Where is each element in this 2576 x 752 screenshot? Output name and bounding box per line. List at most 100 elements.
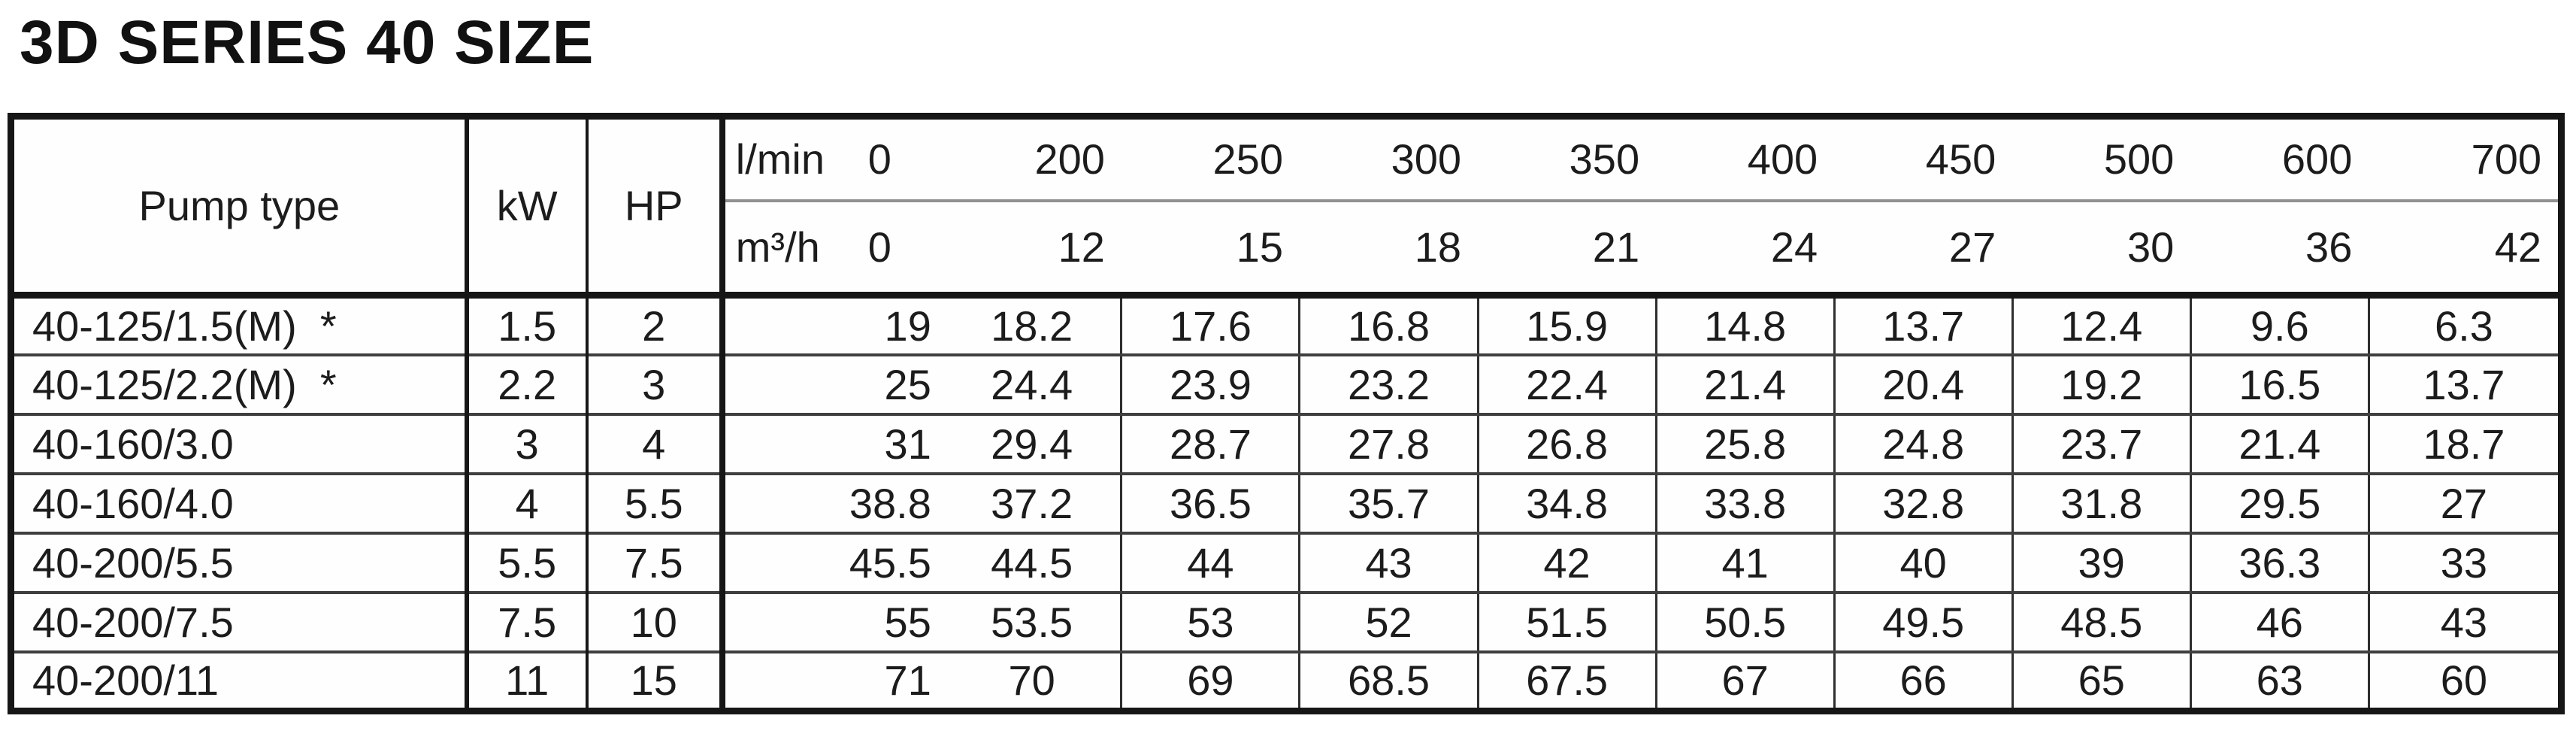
head-value-cell: 51.5: [1476, 590, 1657, 652]
table-row: 40-160/3.0 3 4 31 29.4 28.7 27.8 26.8 25.8 24.8 23…: [11, 412, 2562, 474]
head-value-cell: 33.8: [1654, 472, 1835, 533]
hp-cell: 5.5: [585, 472, 722, 533]
head-value-cell: 44: [1120, 531, 1300, 593]
flow-header-m3h-18: 18: [1299, 200, 1479, 299]
page-title: 3D SERIES 40 SIZE: [20, 8, 595, 77]
flow-header-m3h-0: m³/h 0: [719, 200, 943, 299]
head-value-cell: 21.4: [2189, 412, 2369, 474]
head-value-cell: 66: [1833, 650, 2013, 711]
kw-cell: 3: [464, 412, 587, 474]
kw-cell: 4: [464, 472, 587, 533]
head-value-cell: 18.7: [2367, 412, 2562, 474]
flow-header-m3h-24: 24: [1656, 200, 1835, 299]
head-value-cell: 25: [719, 353, 943, 414]
head-value-cell: 36.3: [2189, 531, 2369, 593]
flow-header-m3h-27: 27: [1834, 200, 2013, 299]
pump-spec-table: Pump type kW HP l/min 0 200 250 300 350 400 450…: [8, 113, 2565, 714]
hp-cell: 2: [585, 295, 722, 355]
head-value-cell: 21.4: [1654, 353, 1835, 414]
head-value-cell: 67.5: [1476, 650, 1657, 711]
head-value-cell: 53: [1120, 590, 1300, 652]
head-value-cell: 20.4: [1833, 353, 2013, 414]
head-value-cell: 17.6: [1120, 295, 1300, 355]
head-value-cell: 49.5: [1833, 590, 2013, 652]
pump-type-cell: 40-160/4.0: [11, 472, 467, 533]
head-value-cell: 69: [1120, 650, 1300, 711]
head-value-cell: 60: [2367, 650, 2562, 711]
flow-header-m3h-12: 12: [943, 200, 1122, 299]
head-value-cell: 37.2: [943, 472, 1122, 533]
flow-unit-m3h-label: m³/h: [735, 223, 820, 271]
flow-header-m3h-15: 15: [1121, 200, 1300, 299]
flow-header-value: 0: [867, 223, 891, 271]
head-value-cell: 9.6: [2189, 295, 2369, 355]
flow-header-lmin-0: l/min 0: [719, 116, 943, 202]
head-value-cell: 29.5: [2189, 472, 2369, 533]
head-value-cell: 44.5: [943, 531, 1122, 593]
head-value-cell: 22.4: [1476, 353, 1657, 414]
head-value-cell: 68.5: [1298, 650, 1479, 711]
head-value-cell: 53.5: [943, 590, 1122, 652]
table-row: 40-125/2.2(M) * 2.2 3 25 24.4 23.9 23.2 22.4 21.…: [11, 353, 2562, 414]
table-row: 40-125/1.5(M) * 1.5 2 19 18.2 17.6 16.8 15.9 14.…: [11, 295, 2562, 355]
column-header-pump-type: Pump type: [11, 116, 467, 299]
head-value-cell: 28.7: [1120, 412, 1300, 474]
flow-header-lmin-400: 400: [1656, 116, 1835, 202]
head-value-cell: 35.7: [1298, 472, 1479, 533]
head-value-cell: 24.4: [943, 353, 1122, 414]
head-value-cell: 27: [2367, 472, 2562, 533]
head-value-cell: 16.8: [1298, 295, 1479, 355]
flow-header-m3h-30: 30: [2012, 200, 2191, 299]
flow-unit-lmin-label: l/min: [735, 135, 825, 183]
table-header: Pump type kW HP l/min 0 200 250 300 350 400 450…: [11, 116, 2562, 299]
head-value-cell: 31: [719, 412, 943, 474]
head-value-cell: 55: [719, 590, 943, 652]
flow-header-lmin-300: 300: [1299, 116, 1479, 202]
flow-header-m3h-36: 36: [2190, 200, 2369, 299]
head-value-cell: 52: [1298, 590, 1479, 652]
table-body: 40-125/1.5(M) * 1.5 2 19 18.2 17.6 16.8 15.9 14.…: [11, 295, 2562, 711]
flow-header-lmin-500: 500: [2012, 116, 2191, 202]
head-value-cell: 43: [1298, 531, 1479, 593]
head-value-cell: 12.4: [2011, 295, 2191, 355]
hp-cell: 3: [585, 353, 722, 414]
head-value-cell: 15.9: [1476, 295, 1657, 355]
head-value-cell: 19.2: [2011, 353, 2191, 414]
pump-type-cell: 40-125/1.5(M) *: [32, 302, 337, 350]
head-value-cell: 23.2: [1298, 353, 1479, 414]
flow-header-m3h-21: 21: [1478, 200, 1657, 299]
head-value-cell: 41: [1654, 531, 1835, 593]
kw-cell: 1.5: [464, 295, 587, 355]
flow-header-lmin-200: 200: [943, 116, 1122, 202]
head-value-cell: 6.3: [2367, 295, 2562, 355]
head-value-cell: 67: [1654, 650, 1835, 711]
head-value-cell: 25.8: [1654, 412, 1835, 474]
pump-type-cell: 40-125/2.2(M) *: [11, 353, 467, 414]
head-value-cell: 71: [719, 650, 943, 711]
head-value-cell: 32.8: [1833, 472, 2013, 533]
head-value-cell: 63: [2189, 650, 2369, 711]
head-value-cell: 34.8: [1476, 472, 1657, 533]
flow-header-value: 0: [867, 135, 891, 183]
head-value-cell: 50.5: [1654, 590, 1835, 652]
head-value-cell: 42: [1476, 531, 1657, 593]
head-value-cell: 18.2: [991, 302, 1073, 350]
head-value-cell: 13.7: [1833, 295, 2013, 355]
kw-cell: 2.2: [464, 353, 587, 414]
head-value-cell: 39: [2011, 531, 2191, 593]
flow-header-lmin-450: 450: [1834, 116, 2013, 202]
table-row: 40-160/4.0 4 5.5 38.8 37.2 36.5 35.7 34.8 33.8 32…: [11, 472, 2562, 533]
head-value-cell: 38.8: [719, 472, 943, 533]
head-value-cell: 70: [943, 650, 1122, 711]
flow-header-lmin-350: 350: [1478, 116, 1657, 202]
flow-header-lmin-250: 250: [1121, 116, 1300, 202]
kw-cell: 5.5: [464, 531, 587, 593]
head-value-cell: 23.7: [2011, 412, 2191, 474]
head-value-cell: 24.8: [1833, 412, 2013, 474]
flow-header-lmin-600: 600: [2190, 116, 2369, 202]
head-value-cell: 26.8: [1476, 412, 1657, 474]
head-value-cell: 46: [2189, 590, 2369, 652]
pump-type-cell: 40-200/5.5: [11, 531, 467, 593]
column-header-kw: kW: [464, 116, 587, 299]
pump-type-cell: 40-200/7.5: [11, 590, 467, 652]
